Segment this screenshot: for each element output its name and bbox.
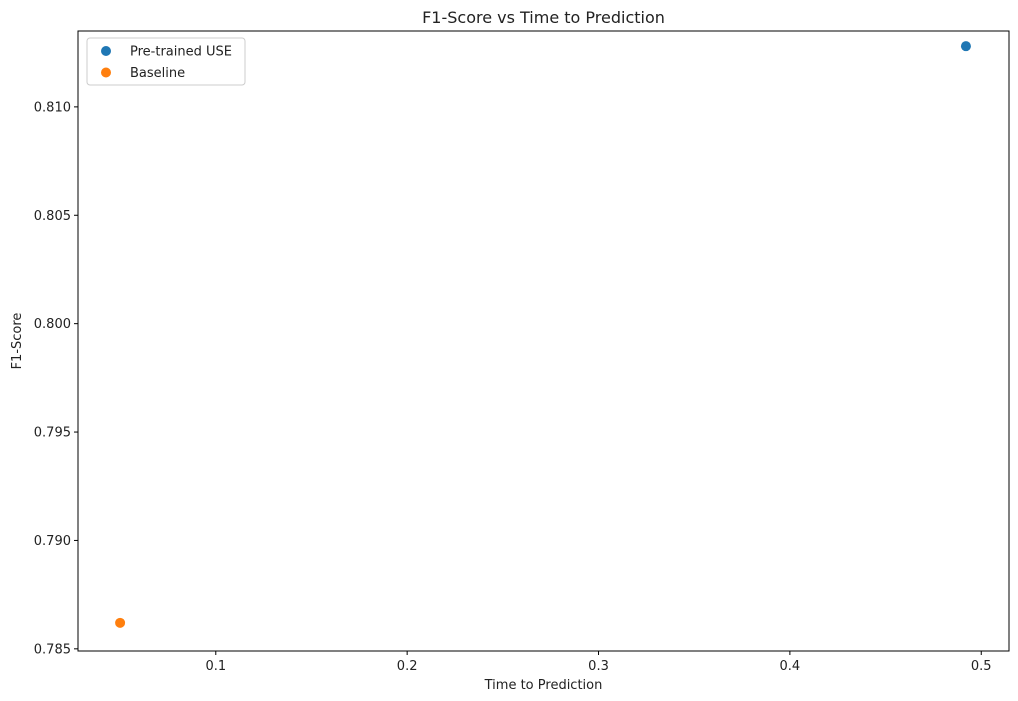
y-tick-label: 0.800 (34, 317, 71, 332)
data-points (115, 41, 971, 628)
y-tick-label: 0.795 (34, 426, 71, 441)
data-point-pre-trained-use (960, 41, 971, 52)
x-tick-label: 0.2 (397, 659, 418, 674)
y-axis: 0.785 0.790 0.795 0.800 0.805 0.810 (34, 100, 78, 657)
legend-box (86, 37, 246, 86)
x-tick-label: 0.1 (205, 659, 226, 674)
x-tick-label: 0.4 (780, 659, 801, 674)
y-tick-label: 0.790 (34, 534, 71, 549)
x-tick-label: 0.5 (971, 659, 992, 674)
chart-title: F1-Score vs Time to Prediction (422, 8, 665, 27)
legend-marker-pretrained-use (101, 46, 111, 56)
x-axis-label: Time to Prediction (484, 678, 603, 693)
x-axis: 0.1 0.2 0.3 0.4 0.5 (205, 651, 992, 674)
legend-marker-baseline (101, 67, 111, 78)
legend-label-pretrained-use: Pre-trained USE (130, 45, 232, 60)
y-tick-label: 0.805 (34, 209, 71, 224)
legend: Pre-trained USE Baseline (86, 37, 246, 86)
y-tick-label: 0.785 (34, 642, 71, 657)
plot-area (77, 30, 1010, 652)
y-tick-label: 0.810 (34, 100, 71, 115)
legend-label-baseline: Baseline (130, 66, 185, 81)
x-tick-label: 0.3 (588, 659, 609, 674)
y-axis-label: F1-Score (10, 313, 25, 370)
data-point-baseline (115, 617, 126, 628)
